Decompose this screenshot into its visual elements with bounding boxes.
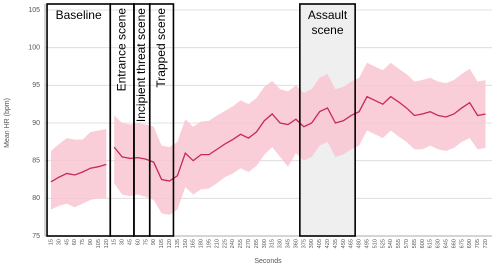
x-tick-label: 180 (199, 239, 205, 248)
x-tick-label: 30 (120, 239, 126, 245)
x-tick-label: 105 (159, 239, 165, 248)
x-tick-label: 15 (112, 239, 118, 245)
x-tick-label: 630 (436, 239, 442, 248)
scene-box (148, 3, 175, 237)
x-tick-label: 585 (412, 239, 418, 248)
x-tick-label: 30 (56, 239, 62, 245)
x-tick-label: 390 (309, 239, 315, 248)
x-tick-label: 225 (222, 239, 228, 248)
y-tick-label: 75 (32, 233, 40, 240)
x-tick-label: 600 (420, 239, 426, 248)
scene-label: Baseline (56, 8, 102, 22)
x-tick-label: 255 (238, 239, 244, 248)
x-tick-label: 120 (167, 239, 173, 248)
x-tick-label: 165 (191, 239, 197, 248)
x-tick-label: 345 (285, 239, 291, 248)
x-tick-label: 450 (341, 239, 347, 248)
x-tick-label: 705 (475, 239, 481, 248)
x-tick-label: 675 (459, 239, 465, 248)
x-tick-label: 510 (372, 239, 378, 248)
x-tick-label: 195 (206, 239, 212, 248)
scene-label: Incipient threat scene (134, 8, 148, 122)
scene-label: Entrance scene (114, 8, 128, 92)
x-tick-label: 90 (151, 239, 157, 245)
x-tick-label: 660 (451, 239, 457, 248)
x-tick-label: 330 (278, 239, 284, 248)
x-tick-label: 495 (364, 239, 370, 248)
y-tick-label: 90 (32, 120, 40, 127)
x-tick-label: 135 (175, 239, 181, 248)
x-tick-label: 720 (483, 239, 489, 248)
y-tick-label: 105 (28, 7, 40, 14)
x-tick-label: 570 (404, 239, 410, 248)
y-tick-label: 100 (28, 45, 40, 52)
x-tick-label: 270 (246, 239, 252, 248)
x-tick-label: 60 (72, 239, 78, 245)
x-tick-label: 60 (135, 239, 141, 245)
x-tick-label: 75 (80, 239, 86, 245)
x-tick-label: 615 (428, 239, 434, 248)
scene-label: scene (311, 23, 343, 37)
scene-box (299, 3, 356, 237)
x-tick-label: 645 (443, 239, 449, 248)
scene-label: Trapped scene (154, 8, 168, 88)
x-tick-label: 105 (96, 239, 102, 248)
x-tick-label: 210 (214, 239, 220, 248)
x-tick-label: 435 (333, 239, 339, 248)
x-tick-label: 360 (293, 239, 299, 248)
confidence-band (51, 129, 107, 210)
y-axis-title: Mean HR (bpm) (4, 98, 11, 148)
mean-line (50, 163, 107, 183)
scene-label: Assault (308, 8, 348, 22)
x-tick-label: 555 (396, 239, 402, 248)
x-tick-label: 540 (388, 239, 394, 248)
x-tick-label: 480 (357, 239, 363, 248)
x-tick-label: 75 (143, 239, 149, 245)
x-tick-label: 465 (349, 239, 355, 248)
x-tick-label: 45 (127, 239, 133, 245)
y-tick-label: 85 (32, 158, 40, 165)
x-tick-label: 315 (270, 239, 276, 248)
x-axis-title: Seconds (254, 258, 282, 265)
y-tick-label: 95 (32, 82, 40, 89)
x-tick-label: 120 (104, 239, 110, 248)
x-tick-label: 300 (262, 239, 268, 248)
x-tick-label: 285 (254, 239, 260, 248)
x-tick-label: 150 (183, 239, 189, 248)
x-tick-label: 240 (230, 239, 236, 248)
x-tick-label: 405 (317, 239, 323, 248)
x-tick-label: 420 (325, 239, 331, 248)
x-tick-label: 45 (64, 239, 70, 245)
x-tick-label: 690 (467, 239, 473, 248)
x-tick-label: 15 (48, 239, 54, 245)
x-tick-label: 375 (301, 239, 307, 248)
x-tick-label: 90 (88, 239, 94, 245)
x-tick-label: 525 (380, 239, 386, 248)
y-tick-label: 80 (32, 195, 40, 202)
